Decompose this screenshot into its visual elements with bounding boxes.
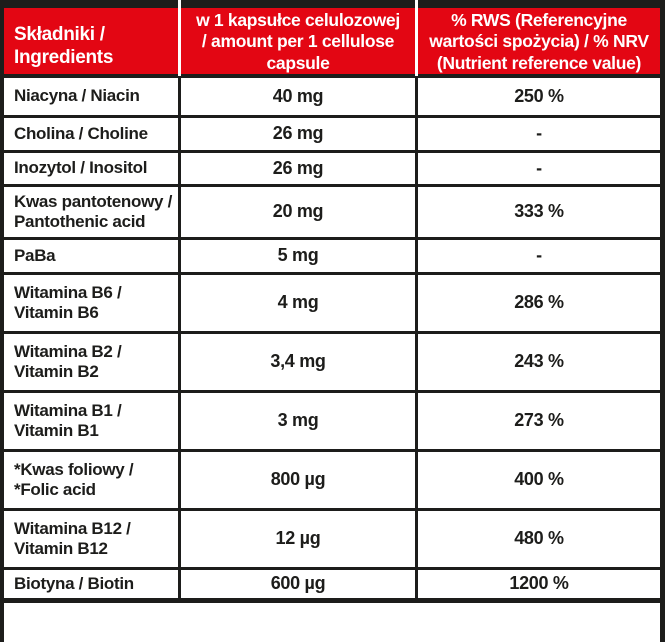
ingredient-amount: 3,4 mg (178, 334, 415, 390)
header-amount-per-capsule: w 1 kapsułce celulozowej / amount per 1 … (178, 8, 415, 77)
table-row-niacin: Niacyna / Niacin 40 mg 250 % (4, 78, 660, 118)
table-row-choline: Cholina / Choline 26 mg - (4, 118, 660, 153)
ingredient-name: Witamina B1 / Vitamin B1 (14, 400, 122, 440)
ingredient-rws: - (415, 118, 660, 150)
ingredient-name: Biotyna / Biotin (14, 573, 134, 593)
ingredient-amount: 40 mg (178, 78, 415, 115)
top-bar-segment (178, 0, 415, 8)
ingredient-rws: 480 % (415, 511, 660, 567)
ingredient-amount: 600 µg (178, 570, 415, 598)
ingredient-rws: 400 % (415, 452, 660, 508)
ingredient-amount: 4 mg (178, 275, 415, 331)
table-row-vitamin-b2: Witamina B2 / Vitamin B2 3,4 mg 243 % (4, 334, 660, 393)
ingredient-name: Kwas pantotenowy / Pantothenic acid (14, 191, 173, 231)
ingredient-rws: 250 % (415, 78, 660, 115)
ingredient-name: Niacyna / Niacin (14, 86, 140, 106)
top-bar-segment (415, 0, 660, 8)
ingredient-amount: 26 mg (178, 118, 415, 150)
ingredient-amount: 3 mg (178, 393, 415, 449)
top-bar-segment (4, 0, 178, 8)
ingredient-name: Witamina B2 / Vitamin B2 (14, 341, 122, 381)
table-row-paba: PaBa 5 mg - (4, 240, 660, 275)
table-row-pantothenic-acid: Kwas pantotenowy / Pantothenic acid 20 m… (4, 187, 660, 240)
header-ingredients: Składniki / Ingredients (14, 23, 114, 69)
ingredient-rws: 286 % (415, 275, 660, 331)
ingredient-name: *Kwas foliowy / *Folic acid (14, 459, 134, 499)
table-row-vitamin-b12: Witamina B12 / Vitamin B12 12 µg 480 % (4, 511, 660, 570)
ingredient-name: Witamina B12 / Vitamin B12 (14, 518, 131, 558)
ingredient-amount: 20 mg (178, 187, 415, 237)
ingredient-rws: 333 % (415, 187, 660, 237)
ingredient-amount: 12 µg (178, 511, 415, 567)
ingredient-rws: 243 % (415, 334, 660, 390)
ingredient-amount: 800 µg (178, 452, 415, 508)
ingredient-rws: - (415, 153, 660, 184)
ingredient-name: Inozytol / Inositol (14, 158, 148, 178)
header-rws-nrv: % RWS (Referencyjne wartości spożycia) /… (415, 8, 660, 77)
ingredient-name: Cholina / Choline (14, 123, 148, 143)
ingredient-rws: 273 % (415, 393, 660, 449)
table-row-vitamin-b1: Witamina B1 / Vitamin B1 3 mg 273 % (4, 393, 660, 452)
table-row-inositol: Inozytol / Inositol 26 mg - (4, 153, 660, 187)
ingredient-name: PaBa (14, 245, 56, 265)
table-row-folic-acid: *Kwas foliowy / *Folic acid 800 µg 400 % (4, 452, 660, 511)
table-row-vitamin-b6: Witamina B6 / Vitamin B6 4 mg 286 % (4, 275, 660, 334)
ingredient-rws: - (415, 240, 660, 272)
ingredient-amount: 26 mg (178, 153, 415, 184)
ingredient-name: Witamina B6 / Vitamin B6 (14, 282, 122, 322)
top-black-bar (4, 0, 660, 8)
ingredient-rws: 1200 % (415, 570, 660, 598)
ingredient-amount: 5 mg (178, 240, 415, 272)
table-header-row: Składniki / Ingredients w 1 kapsułce cel… (4, 8, 660, 78)
table-row-biotin: Biotyna / Biotin 600 µg 1200 % (4, 570, 660, 603)
